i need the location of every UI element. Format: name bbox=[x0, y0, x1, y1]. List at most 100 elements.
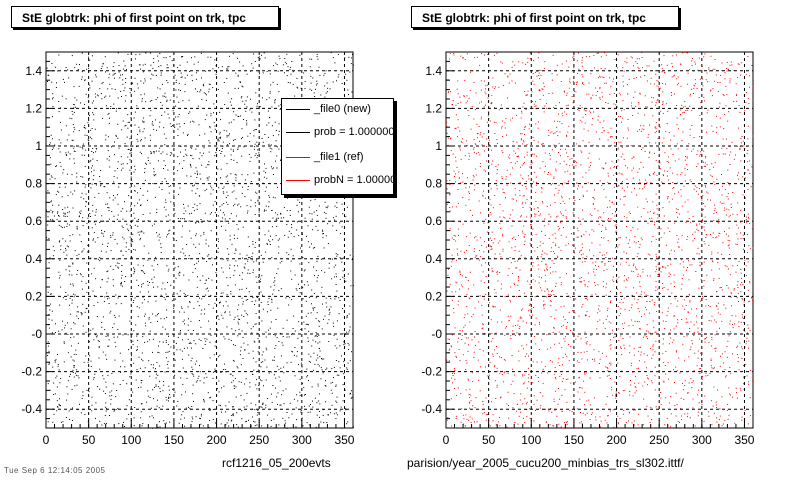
data-point bbox=[142, 423, 144, 425]
data-point bbox=[319, 321, 321, 323]
data-point bbox=[218, 215, 220, 217]
data-point bbox=[93, 377, 95, 378]
data-point bbox=[670, 329, 671, 331]
data-point bbox=[56, 410, 58, 412]
data-point bbox=[140, 188, 141, 189]
data-point bbox=[242, 303, 244, 305]
data-point bbox=[246, 106, 248, 108]
data-point bbox=[591, 229, 593, 231]
data-point bbox=[95, 209, 97, 211]
data-point bbox=[255, 384, 257, 386]
data-point bbox=[291, 413, 293, 415]
data-point bbox=[158, 233, 160, 235]
data-point bbox=[223, 203, 225, 204]
data-point bbox=[586, 255, 588, 257]
data-point bbox=[104, 96, 106, 98]
data-point bbox=[342, 384, 344, 386]
data-point bbox=[169, 229, 171, 231]
data-point bbox=[617, 306, 619, 307]
data-point bbox=[631, 362, 633, 364]
data-point bbox=[160, 252, 162, 253]
data-point bbox=[615, 211, 617, 213]
data-point bbox=[730, 373, 732, 375]
data-point bbox=[542, 161, 544, 163]
data-point bbox=[237, 74, 239, 76]
data-point bbox=[629, 213, 631, 214]
data-point bbox=[601, 261, 602, 263]
data-point bbox=[534, 336, 536, 337]
data-point bbox=[73, 296, 75, 298]
data-point bbox=[225, 229, 227, 231]
data-point bbox=[566, 355, 568, 357]
data-point bbox=[336, 401, 338, 403]
data-point bbox=[142, 64, 144, 66]
data-point bbox=[634, 320, 636, 322]
data-point bbox=[469, 388, 471, 390]
data-point bbox=[140, 80, 142, 82]
data-point bbox=[267, 136, 269, 138]
data-point bbox=[199, 253, 201, 255]
data-point bbox=[495, 292, 497, 294]
data-point bbox=[273, 374, 275, 376]
data-point bbox=[339, 233, 341, 235]
data-point bbox=[607, 219, 609, 221]
data-point bbox=[139, 237, 141, 239]
data-point bbox=[243, 266, 245, 268]
data-point bbox=[80, 241, 82, 243]
data-point bbox=[742, 234, 744, 236]
data-point bbox=[529, 287, 531, 289]
data-point bbox=[237, 426, 239, 428]
data-point bbox=[106, 67, 108, 69]
data-point bbox=[101, 65, 103, 67]
data-point bbox=[137, 231, 139, 233]
data-point bbox=[680, 189, 682, 191]
data-point bbox=[447, 417, 449, 418]
data-point bbox=[548, 172, 549, 173]
data-point bbox=[340, 406, 342, 408]
data-point bbox=[262, 261, 264, 263]
data-point bbox=[554, 367, 556, 369]
data-point bbox=[468, 191, 470, 193]
data-point bbox=[346, 206, 348, 208]
data-point bbox=[150, 78, 152, 80]
data-point bbox=[81, 314, 83, 316]
data-point bbox=[271, 168, 273, 170]
data-point bbox=[698, 253, 700, 255]
data-point bbox=[261, 425, 263, 427]
data-point bbox=[102, 117, 104, 119]
data-point bbox=[668, 161, 670, 163]
data-point bbox=[288, 230, 290, 232]
data-point bbox=[461, 286, 463, 288]
data-point bbox=[328, 341, 330, 342]
data-point bbox=[657, 297, 659, 298]
data-point bbox=[130, 205, 132, 207]
data-point bbox=[80, 176, 82, 177]
data-point bbox=[689, 300, 691, 302]
data-point bbox=[300, 329, 302, 330]
data-point bbox=[184, 323, 185, 325]
data-point bbox=[605, 227, 607, 229]
data-point bbox=[60, 142, 62, 144]
data-point bbox=[542, 368, 544, 370]
data-point bbox=[662, 91, 664, 93]
data-point bbox=[233, 111, 235, 113]
data-point bbox=[233, 265, 235, 267]
data-point bbox=[245, 378, 247, 380]
data-point bbox=[522, 62, 524, 64]
data-point bbox=[106, 192, 108, 194]
data-point bbox=[67, 151, 69, 153]
data-point bbox=[134, 217, 136, 219]
data-point bbox=[533, 403, 535, 405]
data-point bbox=[201, 309, 203, 311]
data-point bbox=[304, 269, 306, 271]
data-point bbox=[580, 235, 582, 237]
data-point bbox=[320, 258, 322, 260]
data-point bbox=[646, 324, 648, 326]
data-point bbox=[50, 175, 52, 177]
data-point bbox=[252, 272, 254, 274]
data-point bbox=[286, 197, 288, 199]
data-point bbox=[724, 207, 726, 209]
data-point bbox=[180, 330, 181, 331]
data-point bbox=[139, 53, 141, 55]
data-point bbox=[65, 332, 67, 334]
